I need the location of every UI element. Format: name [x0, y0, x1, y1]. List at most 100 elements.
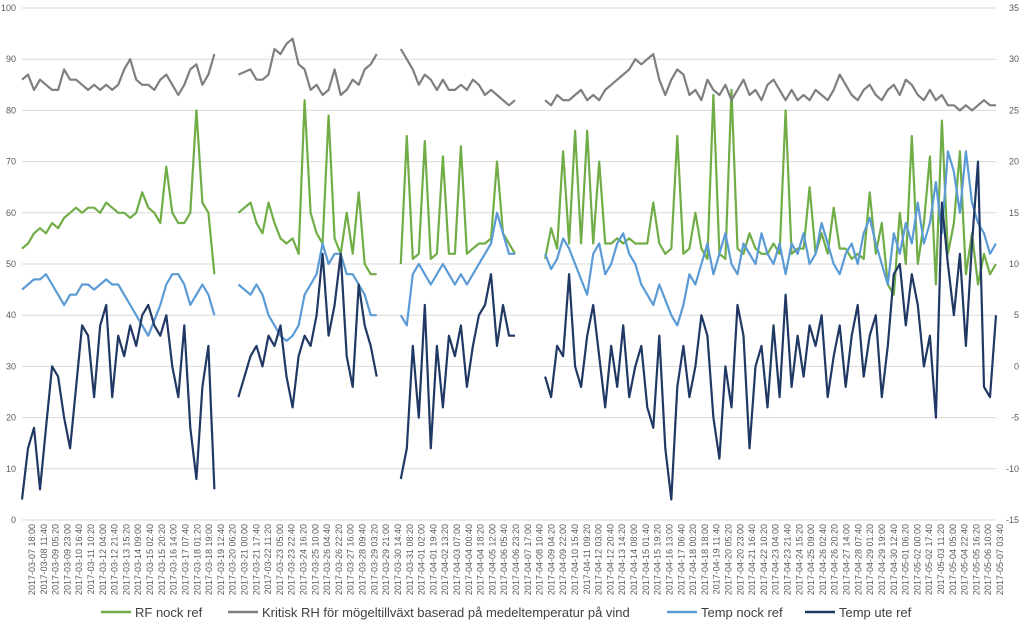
series-line-1-segment — [399, 48, 516, 107]
x-tick-label: 2017-03-18 19:00 — [204, 524, 214, 595]
x-tick-label: 2017-04-14 08:00 — [629, 524, 639, 595]
series-line-0-segment — [21, 109, 216, 275]
x-tick-label: 2017-03-13 15:20 — [121, 524, 131, 595]
series-lines — [20, 37, 998, 501]
series-line-1-segment — [544, 53, 996, 112]
y-left-tick-label: 60 — [6, 208, 16, 218]
series-line-1-segment — [237, 37, 378, 97]
series-line-3-segment — [237, 252, 378, 409]
x-tick-label: 2017-03-16 14:00 — [169, 524, 179, 595]
x-tick-label: 2017-03-26 22:20 — [334, 524, 344, 595]
y-right-tick-label: 10 — [1009, 259, 1019, 269]
x-tick-label: 2017-03-21 17:40 — [251, 524, 261, 595]
x-tick-label: 2017-03-27 16:00 — [346, 524, 356, 595]
x-tick-label: 2017-03-24 16:20 — [299, 524, 309, 595]
x-tick-label: 2017-05-04 22:40 — [960, 524, 970, 595]
series-line-2-segment — [237, 242, 377, 342]
x-tick-label: 2017-04-04 00:40 — [464, 524, 474, 595]
x-tick-label: 2017-04-18 00:20 — [688, 524, 698, 595]
x-tick-label: 2017-04-19 11:40 — [712, 524, 722, 594]
x-tick-label: 2017-04-30 12:40 — [889, 524, 899, 595]
x-tick-label: 2017-03-21 00:00 — [239, 524, 249, 595]
x-tick-label: 2017-03-26 04:40 — [322, 524, 332, 595]
y-right-tick-label: 20 — [1009, 157, 1019, 167]
x-tick-label: 2017-05-01 06:20 — [901, 524, 911, 595]
y-right-tick-label: 0 — [1014, 361, 1019, 371]
x-tick-label: 2017-03-15 20:20 — [157, 524, 167, 595]
x-axis-tick-labels: 2017-03-07 18:00 2017-03-08 11:40 2017-03-… — [27, 524, 1005, 595]
x-tick-label: 2017-04-26 02:40 — [818, 524, 828, 595]
x-tick-label: 2017-04-26 20:20 — [830, 524, 840, 595]
x-tick-label: 2017-05-06 10:00 — [983, 524, 993, 595]
x-tick-label: 2017-03-28 09:40 — [358, 524, 368, 595]
x-tick-label: 2017-04-01 02:00 — [417, 524, 427, 595]
series-line-1-segment — [21, 53, 216, 97]
series-line-2-segment — [399, 211, 515, 327]
y-right-tick-label: 5 — [1014, 310, 1019, 320]
x-tick-label: 2017-03-23 05:00 — [275, 524, 285, 595]
y-axis-left: 0 10 20 30 40 50 60 70 80 90 100 — [1, 3, 16, 525]
x-tick-label: 2017-04-29 19:00 — [877, 524, 887, 595]
series-line-3-segment — [544, 160, 998, 501]
x-tick-label: 2017-04-27 14:00 — [842, 524, 852, 595]
y-left-tick-label: 0 — [11, 515, 16, 525]
y-left-tick-label: 40 — [6, 310, 16, 320]
y-left-tick-label: 10 — [6, 464, 16, 474]
x-tick-label: 2017-03-29 21:00 — [381, 524, 391, 595]
series-line-3-segment — [399, 273, 515, 480]
series-line-0-segment — [399, 134, 516, 265]
gridlines — [22, 7, 996, 521]
x-tick-label: 2017-03-20 06:20 — [228, 524, 238, 595]
x-tick-label: 2017-03-12 04:00 — [98, 524, 108, 595]
x-tick-label: 2017-04-21 16:40 — [747, 524, 757, 595]
x-tick-label: 2017-05-02 00:00 — [912, 524, 922, 595]
x-tick-label: 2017-04-16 13:00 — [664, 524, 674, 595]
y-right-tick-label: 25 — [1009, 105, 1019, 115]
x-tick-label: 2017-03-14 09:00 — [133, 524, 143, 595]
x-tick-label: 2017-04-12 03:00 — [594, 524, 604, 595]
series-line-2-segment — [544, 150, 997, 327]
x-tick-label: 2017-04-02 13:20 — [440, 524, 450, 595]
series-line-2-segment — [21, 273, 216, 337]
x-tick-label: 2017-04-20 05:20 — [723, 524, 733, 595]
legend-label: Kritisk RH för mögeltillväxt baserad på … — [262, 605, 630, 620]
x-tick-label: 2017-03-12 21:40 — [110, 524, 120, 595]
x-tick-label: 2017-03-07 18:00 — [27, 524, 37, 595]
x-tick-label: 2017-03-19 12:40 — [216, 524, 226, 595]
x-tick-label: 2017-04-05 12:00 — [487, 524, 497, 595]
x-tick-label: 2017-03-10 16:40 — [74, 524, 84, 595]
x-tick-label: 2017-03-09 23:00 — [62, 524, 72, 595]
x-tick-label: 2017-04-23 21:40 — [783, 524, 793, 595]
x-tick-label: 2017-04-17 06:40 — [676, 524, 686, 595]
y-right-tick-label: -15 — [1006, 515, 1019, 525]
legend-label: Temp nock ref — [701, 605, 783, 620]
x-tick-label: 2017-05-02 17:40 — [924, 524, 934, 595]
y-right-tick-label: -10 — [1006, 464, 1019, 474]
x-tick-label: 2017-04-25 09:00 — [806, 524, 816, 595]
y-right-tick-label: 35 — [1009, 3, 1019, 13]
x-tick-label: 2017-04-10 15:40 — [570, 524, 580, 595]
x-tick-label: 2017-04-01 19:40 — [428, 524, 438, 595]
x-tick-label: 2017-04-23 04:00 — [771, 524, 781, 595]
x-tick-label: 2017-04-09 22:00 — [558, 524, 568, 595]
y-left-tick-label: 70 — [6, 157, 16, 167]
x-tick-label: 2017-03-17 07:40 — [180, 524, 190, 595]
x-tick-label: 2017-04-22 10:20 — [759, 524, 769, 595]
x-tick-label: 2017-04-15 19:20 — [653, 524, 663, 595]
legend: RF nock ref Kritisk RH för mögeltillväxt … — [101, 605, 912, 620]
x-tick-label: 2017-05-04 05:00 — [948, 524, 958, 595]
x-tick-label: 2017-03-30 14:40 — [393, 524, 403, 595]
y-left-tick-label: 80 — [6, 105, 16, 115]
x-tick-label: 2017-04-07 17:00 — [523, 524, 533, 595]
y-left-tick-label: 50 — [6, 259, 16, 269]
x-tick-label: 2017-04-08 10:40 — [535, 524, 545, 595]
x-tick-label: 2017-04-15 01:40 — [641, 524, 651, 595]
x-tick-label: 2017-03-18 01:20 — [192, 524, 202, 595]
x-tick-label: 2017-04-09 04:20 — [546, 524, 556, 595]
x-tick-label: 2017-05-03 11:20 — [936, 524, 946, 594]
x-tick-label: 2017-03-25 10:00 — [310, 524, 320, 595]
x-tick-label: 2017-04-06 23:20 — [511, 524, 521, 595]
y-axis-right: -15 -10 -5 0 5 10 15 20 25 30 35 — [1006, 3, 1019, 525]
x-tick-label: 2017-04-18 18:00 — [700, 524, 710, 595]
